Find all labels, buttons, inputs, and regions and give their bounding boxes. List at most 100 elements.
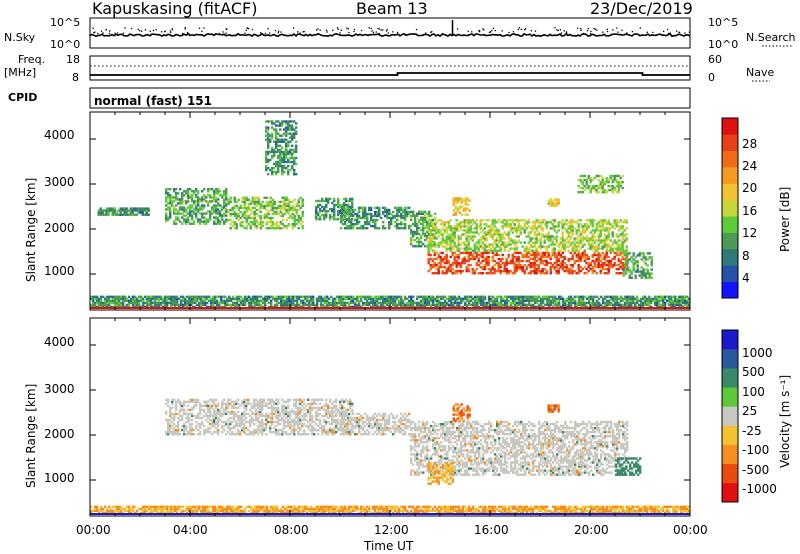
power-cell bbox=[503, 243, 506, 246]
power-cell bbox=[515, 267, 518, 271]
power-cell bbox=[553, 204, 556, 207]
power-cell bbox=[434, 299, 437, 302]
power-cell bbox=[386, 214, 389, 218]
power-ytick-1000: 1000 bbox=[44, 264, 75, 278]
power-cell bbox=[327, 209, 330, 213]
power-cell bbox=[531, 263, 534, 267]
power-cell bbox=[634, 274, 637, 277]
power-cell bbox=[483, 239, 486, 242]
power-cell bbox=[432, 299, 435, 302]
power-cell bbox=[535, 267, 538, 271]
power-cell bbox=[366, 218, 369, 222]
power-cell bbox=[326, 303, 329, 307]
power-cell bbox=[253, 210, 256, 214]
power-cell bbox=[430, 245, 433, 248]
power-cell bbox=[98, 301, 101, 305]
power-cell bbox=[587, 263, 590, 267]
power-cell bbox=[249, 220, 252, 224]
power-cell bbox=[591, 178, 594, 182]
power-cell bbox=[590, 295, 593, 298]
power-cell bbox=[113, 207, 116, 210]
power-cell bbox=[628, 305, 631, 309]
vel-cell bbox=[189, 422, 192, 426]
power-heatmap bbox=[90, 120, 690, 309]
power-cell bbox=[506, 303, 509, 307]
power-cell bbox=[293, 132, 296, 135]
power-cell bbox=[626, 258, 629, 261]
power-cell bbox=[165, 214, 168, 217]
power-cell bbox=[548, 297, 551, 300]
power-cell bbox=[543, 223, 546, 226]
power-cell bbox=[112, 305, 115, 309]
power-cell bbox=[273, 166, 276, 170]
nsearch-tick-top: 10^5 bbox=[708, 16, 739, 29]
power-cell bbox=[382, 303, 385, 307]
power-cell bbox=[426, 234, 429, 238]
power-cell bbox=[644, 297, 647, 300]
power-cell bbox=[515, 229, 518, 232]
power-cell bbox=[577, 225, 580, 228]
power-cell bbox=[345, 203, 348, 207]
power-cell bbox=[621, 261, 624, 265]
power-cell bbox=[626, 268, 629, 271]
power-cell bbox=[670, 295, 673, 298]
vel-cell bbox=[181, 418, 184, 422]
power-cell bbox=[580, 295, 583, 298]
power-cell bbox=[498, 303, 501, 307]
power-cell bbox=[241, 214, 244, 218]
power-cell bbox=[479, 219, 482, 222]
power-cell bbox=[416, 212, 419, 215]
power-cell bbox=[591, 253, 594, 257]
power-cell bbox=[271, 168, 274, 172]
power-cell bbox=[289, 156, 292, 160]
vel-cell bbox=[187, 400, 190, 403]
power-cell bbox=[287, 132, 290, 135]
power-cell bbox=[158, 303, 161, 307]
power-cell bbox=[252, 301, 255, 305]
power-cell bbox=[567, 221, 570, 224]
power-cell bbox=[630, 299, 633, 302]
power-cell bbox=[141, 209, 144, 212]
power-cell bbox=[452, 295, 455, 298]
power-cell bbox=[603, 241, 606, 244]
power-cell bbox=[603, 188, 606, 192]
power-cell bbox=[640, 305, 643, 309]
freq-tick-top: 18 bbox=[66, 53, 80, 66]
nsearch-dot bbox=[478, 30, 480, 32]
power-cell bbox=[533, 227, 536, 230]
power-cell bbox=[545, 272, 548, 275]
power-cell bbox=[250, 303, 253, 307]
power-cell bbox=[416, 301, 419, 305]
vel-cell bbox=[173, 398, 176, 401]
power-cell bbox=[90, 305, 93, 309]
power-cell bbox=[374, 305, 377, 309]
power-cell bbox=[595, 188, 598, 192]
power-cell bbox=[489, 272, 492, 275]
power-cell bbox=[406, 305, 409, 309]
power-cell bbox=[384, 305, 387, 309]
power-cell bbox=[437, 241, 440, 244]
power-cell bbox=[175, 222, 178, 225]
power-cell bbox=[605, 223, 608, 226]
power-cell bbox=[186, 305, 189, 309]
power-cell bbox=[436, 297, 439, 300]
power-cell bbox=[142, 297, 145, 300]
power-cell bbox=[137, 211, 140, 214]
power-cell bbox=[192, 295, 195, 298]
power-cell bbox=[576, 303, 579, 307]
power-cell bbox=[479, 239, 482, 242]
power-cell bbox=[569, 267, 572, 271]
power-cell bbox=[130, 297, 133, 300]
power-cell bbox=[382, 224, 385, 228]
power-cell bbox=[471, 269, 474, 273]
power-cell bbox=[170, 297, 173, 300]
power-cell bbox=[567, 269, 570, 273]
power-cell bbox=[136, 299, 139, 302]
power-cell bbox=[459, 247, 462, 250]
power-cell bbox=[574, 299, 577, 302]
power-cell bbox=[169, 196, 172, 199]
power-cell bbox=[458, 211, 461, 214]
power-ytick-2000: 2000 bbox=[44, 221, 75, 235]
power-cell bbox=[433, 265, 436, 269]
power-cell bbox=[477, 259, 480, 263]
